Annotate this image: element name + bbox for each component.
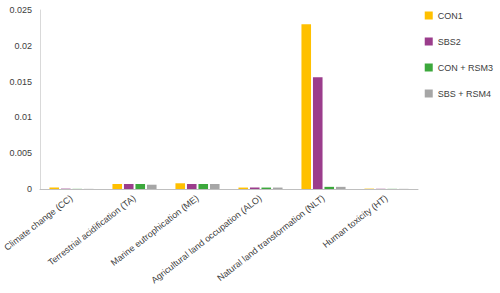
svg-text:Climate change (CC): Climate change (CC) [2, 193, 74, 253]
svg-text:CON + RSM3: CON + RSM3 [438, 63, 493, 73]
svg-text:SBS + RSM4: SBS + RSM4 [438, 89, 491, 99]
svg-text:CON1: CON1 [438, 11, 463, 21]
svg-text:Human toxicity (HT): Human toxicity (HT) [321, 193, 390, 250]
svg-text:0.015: 0.015 [9, 77, 32, 87]
svg-text:Natural land transformation (N: Natural land transformation (NLT) [215, 193, 326, 283]
svg-text:Marine eutrophication (ME): Marine eutrophication (ME) [108, 193, 201, 268]
svg-text:0.025: 0.025 [9, 5, 32, 15]
svg-text:Terrestrial acidification (TA): Terrestrial acidification (TA) [46, 193, 138, 268]
svg-text:0.005: 0.005 [9, 148, 32, 158]
svg-text:0: 0 [27, 184, 32, 194]
svg-text:Agricultural land occupation (: Agricultural land occupation (ALO) [149, 193, 263, 285]
svg-text:0.01: 0.01 [14, 112, 32, 122]
svg-text:SBS2: SBS2 [438, 37, 461, 47]
svg-text:0.02: 0.02 [14, 41, 32, 51]
